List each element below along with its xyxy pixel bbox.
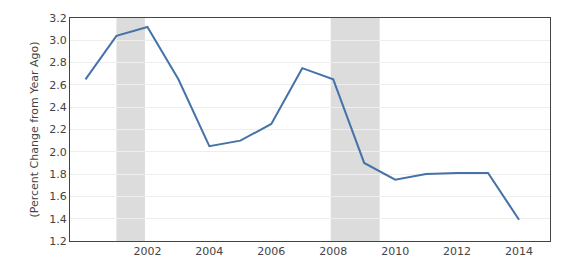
svg-text:2004: 2004 [195, 245, 223, 258]
svg-text:2012: 2012 [443, 245, 471, 258]
svg-text:2010: 2010 [381, 245, 409, 258]
svg-text:1.2: 1.2 [49, 235, 67, 248]
svg-text:2.2: 2.2 [49, 123, 67, 136]
svg-text:1.6: 1.6 [49, 190, 67, 203]
svg-text:2.0: 2.0 [49, 146, 67, 159]
svg-text:1.8: 1.8 [49, 168, 67, 181]
svg-text:3.0: 3.0 [49, 34, 67, 47]
svg-text:2006: 2006 [257, 245, 285, 258]
svg-text:2002: 2002 [133, 245, 161, 258]
svg-text:2008: 2008 [319, 245, 347, 258]
svg-text:3.2: 3.2 [49, 12, 67, 25]
svg-text:1.4: 1.4 [49, 213, 67, 226]
svg-text:2014: 2014 [505, 245, 533, 258]
svg-text:(Percent Change from Year Ago): (Percent Change from Year Ago) [28, 41, 41, 217]
svg-text:2.8: 2.8 [49, 56, 67, 69]
svg-text:2.6: 2.6 [49, 79, 67, 92]
svg-text:2.4: 2.4 [49, 101, 67, 114]
